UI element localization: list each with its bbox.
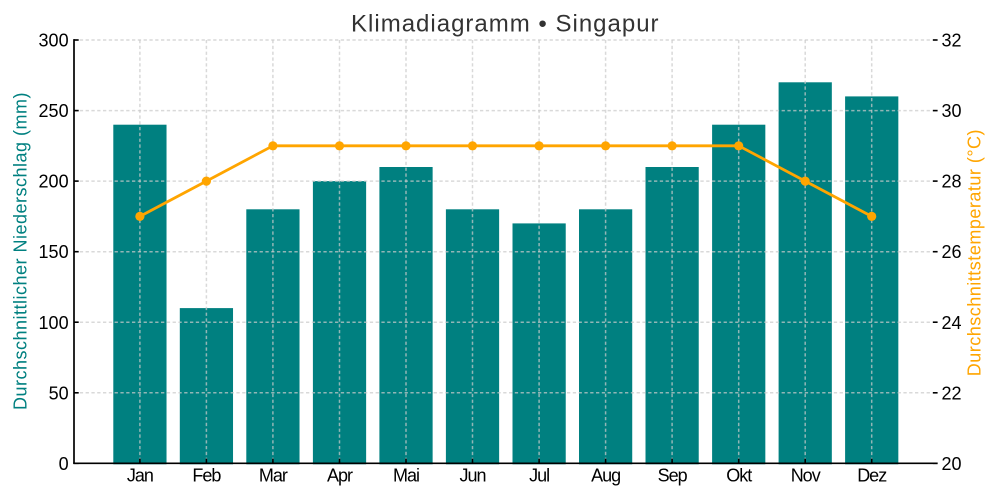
svg-text:100: 100 <box>39 313 69 333</box>
svg-text:Sep: Sep <box>658 466 688 486</box>
svg-text:250: 250 <box>39 101 69 121</box>
svg-text:Jan: Jan <box>127 466 153 486</box>
svg-text:Jun: Jun <box>459 466 485 486</box>
svg-text:32: 32 <box>942 31 962 51</box>
svg-text:28: 28 <box>942 172 962 192</box>
svg-text:Durchschnittstemperatur (°C): Durchschnittstemperatur (°C) <box>964 129 984 376</box>
svg-text:Dez: Dez <box>857 466 887 486</box>
svg-text:Feb: Feb <box>192 466 221 486</box>
svg-text:26: 26 <box>942 242 962 262</box>
svg-text:Aug: Aug <box>591 466 620 486</box>
svg-text:30: 30 <box>942 101 962 121</box>
svg-text:150: 150 <box>39 242 69 262</box>
svg-text:Jul: Jul <box>529 466 549 486</box>
svg-text:24: 24 <box>942 313 962 333</box>
svg-text:Okt: Okt <box>726 466 752 486</box>
svg-text:0: 0 <box>59 454 69 474</box>
svg-text:300: 300 <box>39 31 69 51</box>
svg-text:50: 50 <box>49 383 69 403</box>
svg-text:Mar: Mar <box>259 466 288 486</box>
svg-text:Mai: Mai <box>393 466 419 486</box>
svg-text:22: 22 <box>942 383 962 403</box>
svg-text:Nov: Nov <box>791 466 821 486</box>
svg-text:Durchschnittlicher Niederschla: Durchschnittlicher Niederschlag (mm) <box>10 92 30 410</box>
svg-text:Apr: Apr <box>327 466 353 486</box>
svg-text:200: 200 <box>39 172 69 192</box>
svg-text:20: 20 <box>942 454 962 474</box>
svg-text:Klimadiagramm • Singapur: Klimadiagramm • Singapur <box>351 10 660 37</box>
